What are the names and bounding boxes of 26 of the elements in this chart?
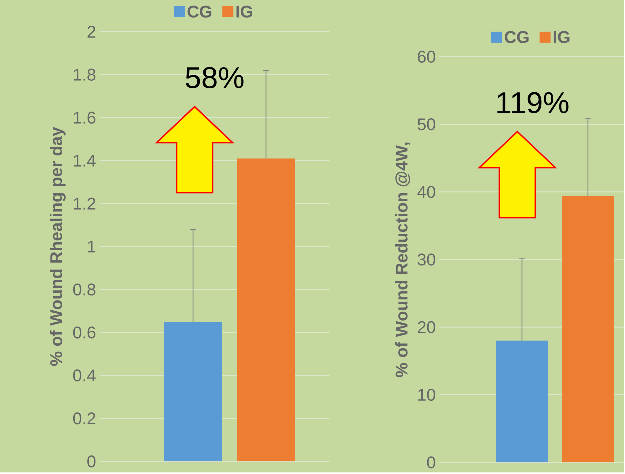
annotation: 119% <box>498 92 569 114</box>
y-tick-label: 40 <box>418 186 436 198</box>
y-axis-title: % of Wound Reduction @4W, <box>395 142 410 378</box>
y-tick-label: 1.6 <box>74 112 96 124</box>
y-tick-label: 0.4 <box>73 370 96 382</box>
legend-label: CG <box>188 6 212 18</box>
legend-label: IG <box>236 6 252 18</box>
y-tick-label: 20 <box>418 322 436 334</box>
y-tick-label: 30 <box>418 254 436 266</box>
y-tick-label: 10 <box>418 389 436 402</box>
y-tick-label: 0 <box>88 456 96 468</box>
y-tick-label: 0.2 <box>73 412 96 425</box>
y-tick-label: 1.2 <box>74 198 96 210</box>
legend-label: CG <box>505 31 529 44</box>
y-tick-label: 0.6 <box>73 326 96 339</box>
y-tick-label: 0.8 <box>73 284 96 296</box>
y-tick-label: 1.8 <box>74 69 96 82</box>
y-tick-label: 1 <box>88 241 96 253</box>
annotation: 58% <box>186 67 244 89</box>
legend-label: IG <box>554 31 570 44</box>
y-tick-label: 60 <box>418 51 436 64</box>
y-tick-label: 2 <box>88 26 96 38</box>
y-axis-title: % of Wound Rhealing per day <box>50 127 66 366</box>
y-tick-label: 0 <box>427 456 436 469</box>
y-tick-label: 50 <box>418 118 436 131</box>
y-tick-label: 1.4 <box>74 155 96 167</box>
